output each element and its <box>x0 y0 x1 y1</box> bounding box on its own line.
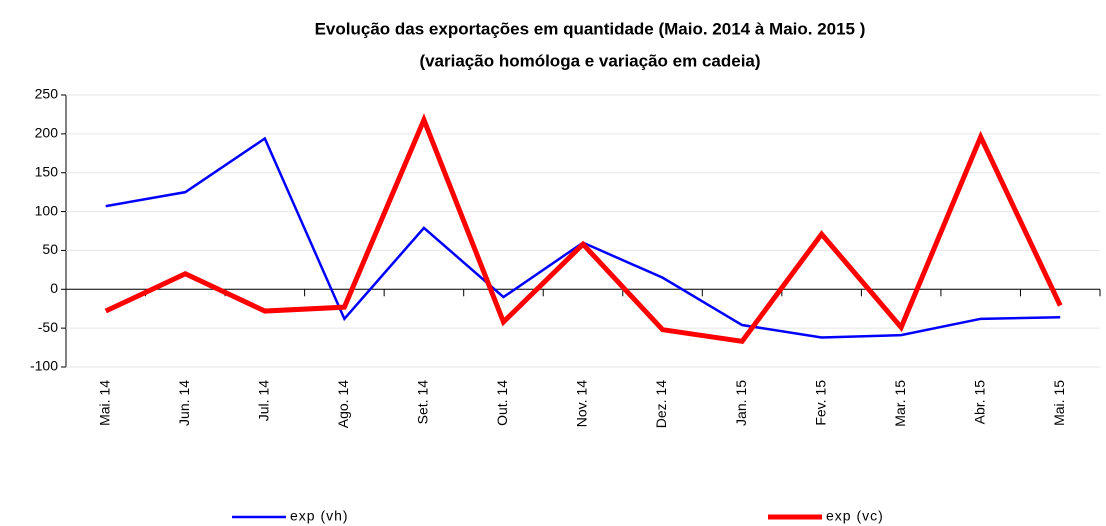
series-line <box>105 136 1061 339</box>
y-tick-label: 200 <box>35 125 59 141</box>
chart-subtitle: (variação homóloga e variação em cadeia) <box>419 51 760 70</box>
series-line <box>104 113 1063 345</box>
x-tick-label: Jun. 14 <box>176 380 192 426</box>
y-tick-label: 50 <box>42 241 58 257</box>
y-tick-label: 0 <box>50 280 58 296</box>
x-tick-label: Jul. 14 <box>256 380 272 421</box>
x-tick-label: Mar. 15 <box>892 380 908 427</box>
x-tick-label: Fev. 15 <box>812 380 828 426</box>
x-tick-label: Jan. 15 <box>733 380 749 426</box>
y-tick-label: 150 <box>35 163 59 179</box>
y-tick-label: -100 <box>30 358 58 374</box>
y-tick-label: -50 <box>38 319 58 335</box>
legend-label: exp (vh) <box>290 508 349 524</box>
x-tick-label: Ago. 14 <box>335 380 351 428</box>
x-tick-label: Dez. 14 <box>653 380 669 428</box>
x-tick-label: Set. 14 <box>415 380 431 425</box>
legend-label: exp (vc) <box>826 508 884 524</box>
x-tick-label: Out. 14 <box>494 380 510 426</box>
x-tick-label: Mai. 14 <box>96 380 112 426</box>
y-tick-label: 100 <box>35 202 59 218</box>
x-tick-label: Abr. 15 <box>971 380 987 425</box>
chart-title: Evolução das exportações em quantidade (… <box>315 19 866 38</box>
x-tick-label: Nov. 14 <box>574 380 590 427</box>
x-tick-label: Mai. 15 <box>1051 380 1067 426</box>
y-tick-label: 250 <box>35 86 59 102</box>
